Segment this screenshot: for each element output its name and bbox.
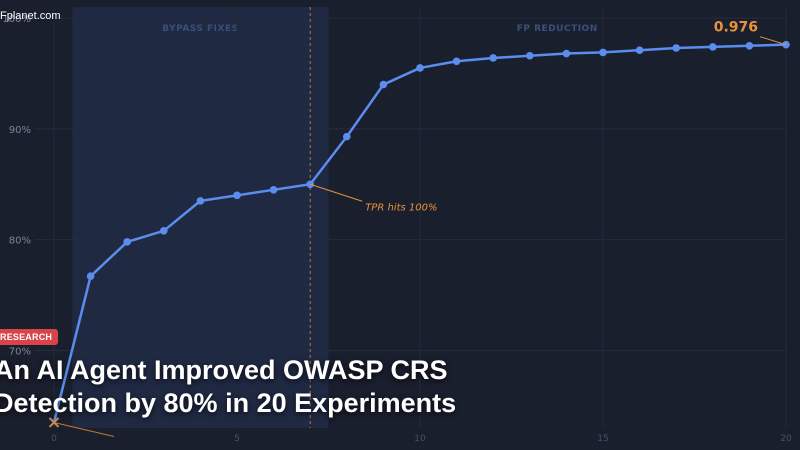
data-point — [123, 238, 131, 246]
data-point — [452, 57, 461, 66]
data-point — [599, 48, 607, 57]
data-point — [709, 43, 717, 51]
data-point — [269, 186, 278, 194]
final-value-label: 0.976 — [714, 20, 758, 36]
data-point — [416, 64, 424, 72]
data-point — [489, 54, 498, 62]
y-tick-label: 90% — [9, 125, 31, 136]
final-value-leader — [759, 36, 787, 46]
region-bypass-fixes — [72, 7, 329, 428]
x-tick-label: 20 — [780, 434, 792, 444]
data-point — [343, 132, 351, 141]
x-tick-label: 0 — [51, 434, 57, 444]
data-point — [562, 49, 571, 58]
data-point — [160, 226, 168, 235]
data-point — [745, 41, 754, 50]
data-point — [196, 197, 205, 205]
data-point — [672, 44, 680, 52]
y-tick-label: 100% — [2, 14, 31, 25]
site-name: Fplanet.com — [0, 10, 61, 22]
y-tick-label: 80% — [9, 236, 31, 247]
x-tick-label: 15 — [597, 434, 608, 444]
region-label: FP REDUCTION — [517, 24, 598, 34]
headline-line-1: An AI Agent Improved OWASP CRS — [0, 355, 448, 385]
tpr-annotation: TPR hits 100% — [365, 202, 437, 213]
headline-line-2: Detection by 80% in 20 Experiments — [0, 388, 457, 418]
data-point — [526, 51, 534, 60]
start-annotation-leader — [53, 421, 115, 437]
data-point — [379, 80, 388, 89]
data-point — [86, 272, 95, 281]
x-tick-label: 10 — [414, 434, 426, 444]
category-badge[interactable]: RESEARCH — [0, 329, 59, 345]
tpr-annotation-leader — [310, 183, 363, 202]
y-tick-label: 70% — [9, 346, 31, 357]
headline: An AI Agent Improved OWASP CRS Detection… — [0, 354, 456, 420]
region-label: BYPASS FIXES — [162, 24, 238, 34]
data-point — [233, 191, 241, 200]
x-tick-label: 5 — [234, 434, 240, 444]
data-point — [635, 46, 644, 55]
